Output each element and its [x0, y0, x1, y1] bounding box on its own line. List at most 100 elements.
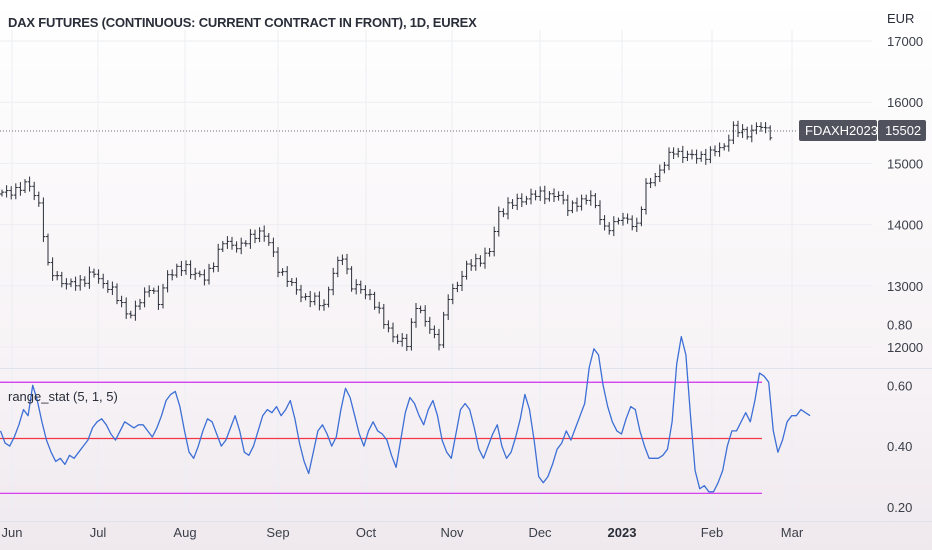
time-tick-Nov: Nov	[440, 525, 464, 540]
ohlc-bar-31	[142, 287, 147, 308]
time-tick-2023: 2023	[608, 525, 637, 540]
ohlc-bar-27	[124, 297, 129, 319]
ohlc-bar-14	[64, 278, 69, 290]
ohlc-bar-135	[621, 212, 625, 226]
ohlc-bar-118	[542, 185, 547, 205]
ohlc-bar-153	[703, 148, 708, 165]
grid	[0, 30, 872, 522]
ohlc-bar-150	[690, 149, 694, 160]
ohlc-bar-74	[340, 254, 345, 266]
ohlc-bar-77	[354, 279, 359, 295]
ohlc-bar-54	[248, 229, 253, 249]
ohlc-bar-20	[92, 268, 96, 278]
ohlc-bar-12	[55, 270, 60, 281]
last-price-tag: FDAXH2023 15502	[799, 120, 926, 141]
ohlc-bar-9	[41, 197, 46, 243]
ohlc-bar-11	[50, 257, 55, 281]
ohlc-bar-156	[717, 142, 722, 157]
time-axis[interactable]: Jun Jul Aug Sep Oct Nov Dec 2023 Feb Mar	[2, 525, 804, 540]
ohlc-bar-73	[335, 256, 340, 278]
ohlc-bar-121	[556, 191, 561, 201]
indicator-tick-0.8: 0.80	[887, 317, 912, 332]
ohlc-bar-107	[492, 226, 497, 257]
ohlc-bar-117	[538, 186, 543, 202]
ohlc-bar-81	[372, 291, 377, 310]
symbol-tag-bg	[799, 120, 877, 141]
ohlc-bar-113	[519, 193, 524, 208]
ohlc-bar-89	[409, 318, 414, 351]
ohlc-bar-48	[220, 240, 225, 253]
ohlc-bar-28	[128, 310, 133, 319]
ohlc-bar-45	[207, 263, 211, 285]
indicator-reference-lines	[0, 381, 762, 494]
ohlc-bar-127	[584, 194, 589, 205]
indicator-axis[interactable]: 0.20 0.40 0.60 0.80	[887, 317, 912, 515]
ohlc-bar-99	[455, 281, 460, 293]
indicator-title[interactable]: range_stat (5, 1, 5)	[8, 389, 118, 404]
ohlc-bar-100	[460, 270, 464, 291]
ohlc-bar-75	[345, 253, 349, 275]
price-axis[interactable]: 12000 13000 14000 15000 16000 17000	[887, 34, 923, 355]
ohlc-bar-125	[575, 197, 579, 212]
ohlc-bar-138	[634, 217, 639, 233]
ohlc-bar-114	[524, 195, 529, 205]
ohlc-bar-55	[253, 229, 257, 244]
ohlc-bar-92	[423, 305, 428, 327]
ohlc-bar-96	[441, 311, 446, 348]
ohlc-bar-101	[464, 260, 469, 280]
ohlc-bar-109	[501, 208, 506, 218]
ohlc-bar-38	[174, 263, 179, 278]
ohlc-bar-132	[607, 222, 612, 235]
ohlc-bar-83	[381, 303, 386, 329]
ohlc-bar-155	[713, 145, 717, 157]
ohlc-bar-80	[368, 289, 372, 301]
ohlc-bar-42	[193, 267, 198, 280]
ohlc-bar-115	[529, 188, 533, 205]
ohlc-bar-151	[694, 149, 699, 164]
ohlc-bar-166	[763, 122, 768, 134]
ohlc-bar-64	[294, 277, 299, 295]
currency-label: EUR	[887, 11, 915, 26]
ohlc-bar-139	[639, 206, 644, 227]
price-tick-16000: 16000	[887, 95, 923, 110]
ohlc-bar-105	[483, 247, 487, 269]
time-tick-Jun: Jun	[2, 525, 23, 540]
ohlc-bar-63	[289, 278, 294, 286]
ohlc-bar-25	[115, 283, 119, 305]
ohlc-bar-85	[391, 322, 395, 343]
ohlc-bar-29	[133, 300, 138, 321]
time-tick-Dec: Dec	[528, 525, 552, 540]
ohlc-bar-50	[230, 236, 234, 250]
ohlc-bar-123	[565, 194, 570, 216]
ohlc-bar-21	[96, 269, 101, 284]
ohlc-bar-56	[257, 227, 262, 243]
ohlc-bar-79	[363, 285, 368, 300]
ohlc-bar-104	[478, 255, 483, 267]
ohlc-bar-59	[271, 237, 276, 258]
chart-title: DAX FUTURES (CONTINUOUS: CURRENT CONTRAC…	[8, 15, 477, 30]
ohlc-bar-5	[23, 179, 27, 194]
ohlc-bar-3	[13, 183, 18, 200]
pane-separators	[0, 368, 932, 522]
ohlc-bar-68	[312, 292, 317, 306]
ohlc-bar-130	[598, 200, 602, 225]
ohlc-bar-131	[602, 215, 607, 231]
ohlc-bar-161	[740, 124, 745, 138]
ohlc-bar-154	[708, 146, 713, 164]
ohlc-bar-43	[197, 270, 202, 278]
ohlc-bar-44	[202, 269, 207, 286]
ohlc-bar-40	[184, 260, 188, 275]
ohlc-bar-157	[722, 143, 727, 151]
time-tick-Mar: Mar	[781, 525, 804, 540]
ohlc-bar-18	[82, 276, 87, 287]
ohlc-bar-152	[699, 151, 704, 162]
ohlc-bar-140	[644, 178, 648, 215]
ohlc-bar-70	[322, 299, 326, 311]
ohlc-bar-4	[18, 182, 23, 196]
ohlc-bar-93	[427, 316, 432, 334]
ohlc-bar-144	[662, 161, 667, 174]
ohlc-bar-76	[349, 266, 354, 292]
ohlc-bar-30	[138, 298, 142, 310]
